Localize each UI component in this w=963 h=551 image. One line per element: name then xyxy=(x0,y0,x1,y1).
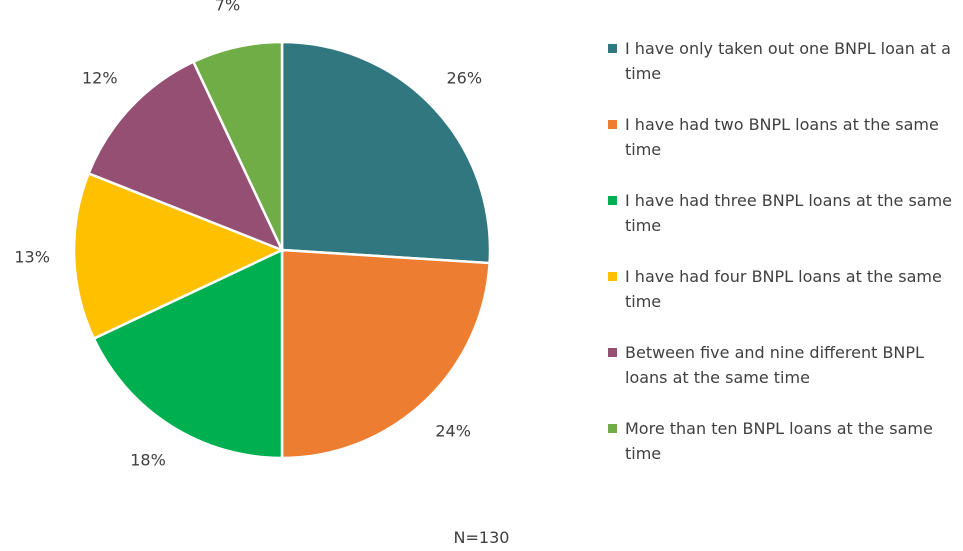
pie-slice xyxy=(72,171,286,341)
legend-swatch xyxy=(608,272,617,281)
data-label: 12% xyxy=(82,68,118,87)
legend-item: I have had four BNPL loans at the same t… xyxy=(608,264,958,340)
legend-label: More than ten BNPL loans at the same tim… xyxy=(625,419,933,463)
legend-item: I have only taken out one BNPL loan at a… xyxy=(608,36,958,112)
data-label: 26% xyxy=(446,68,482,87)
pie-slice xyxy=(191,40,284,251)
pie-slice xyxy=(86,60,285,253)
data-label: 13% xyxy=(14,247,50,266)
legend-item: Between five and nine different BNPL loa… xyxy=(608,340,958,416)
legend-label: I have had three BNPL loans at the same … xyxy=(625,191,953,235)
data-label: 24% xyxy=(435,422,471,441)
legend-label: Between five and nine different BNPL loa… xyxy=(625,343,924,387)
pie-slice xyxy=(280,248,491,460)
legend-swatch xyxy=(608,424,617,433)
legend-swatch xyxy=(608,348,617,357)
data-label: 18% xyxy=(130,451,166,470)
legend-swatch xyxy=(608,196,617,205)
legend-item: I have had two BNPL loans at the same ti… xyxy=(608,112,958,188)
legend-label: I have had four BNPL loans at the same t… xyxy=(625,267,942,311)
legend-item: I have had three BNPL loans at the same … xyxy=(608,188,958,264)
pie-slice xyxy=(92,248,284,460)
legend-label: I have had two BNPL loans at the same ti… xyxy=(625,115,939,159)
annotation: N=130 xyxy=(453,528,510,547)
data-label: 7% xyxy=(215,0,240,15)
legend-swatch xyxy=(608,44,617,53)
legend-item: More than ten BNPL loans at the same tim… xyxy=(608,416,958,492)
legend: I have only taken out one BNPL loan at a… xyxy=(608,36,958,492)
legend-swatch xyxy=(608,120,617,129)
legend-label: I have only taken out one BNPL loan at a… xyxy=(625,39,951,83)
pie-slice xyxy=(280,40,492,265)
